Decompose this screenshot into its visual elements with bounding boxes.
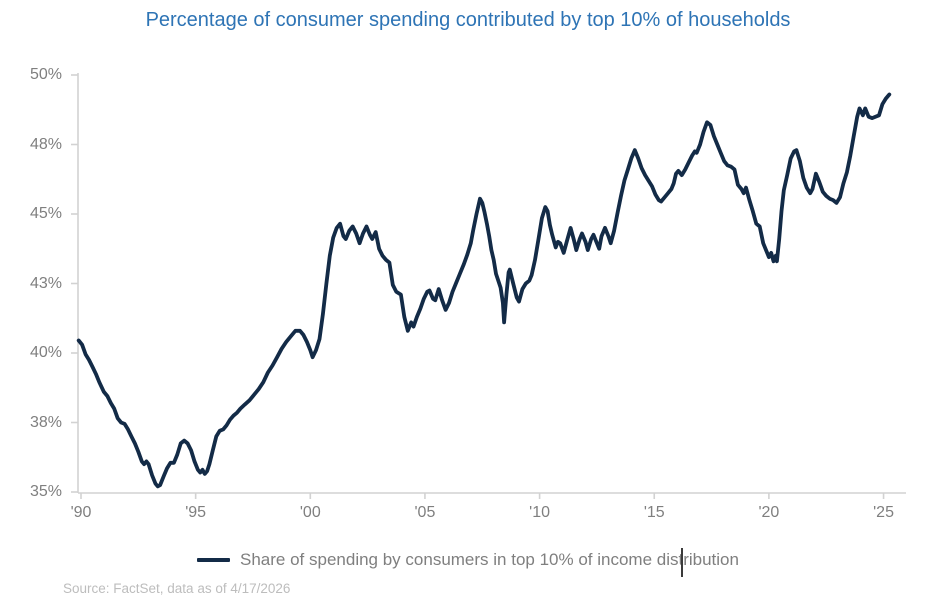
source-note: Source: FactSet, data as of 4/17/2026 <box>63 581 291 596</box>
legend-line-marker <box>197 558 231 562</box>
y-tick-label: 50% <box>29 66 62 83</box>
y-tick-label: 35% <box>29 483 62 500</box>
x-tick-label: '90 <box>70 504 92 521</box>
text-cursor-artifact <box>681 548 683 577</box>
x-tick-label: '15 <box>643 504 665 521</box>
y-tick-label: 38% <box>29 413 62 431</box>
x-tick-label: '00 <box>299 504 321 521</box>
spending-share-line <box>76 92 892 489</box>
y-tick-label: 40% <box>29 344 62 361</box>
x-tick-label: '25 <box>873 504 894 521</box>
y-tick-label: 45% <box>29 205 62 222</box>
legend-label: Share of spending by consumers in top 10… <box>240 550 739 569</box>
legend: Share of spending by consumers in top 10… <box>0 550 936 570</box>
x-tick-label: '10 <box>529 504 551 521</box>
chart-title: Percentage of consumer spending contribu… <box>145 9 791 31</box>
x-tick-label: '05 <box>414 504 436 521</box>
axes <box>71 73 906 499</box>
x-tick-label: '95 <box>185 504 207 521</box>
x-tick-label: '20 <box>758 504 780 521</box>
y-tick-label: 48% <box>29 135 62 153</box>
y-tick-label: 43% <box>29 274 62 292</box>
